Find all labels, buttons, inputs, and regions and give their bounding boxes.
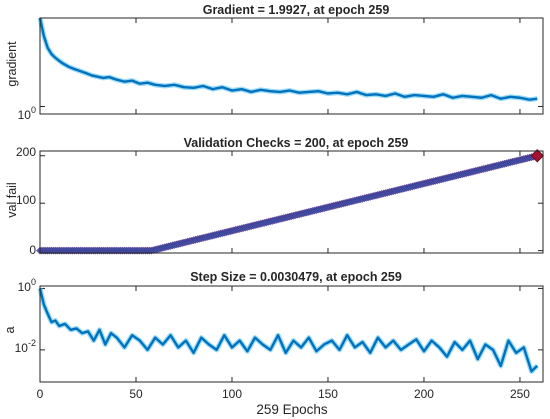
series-halo bbox=[37, 287, 539, 374]
gradient-title: Gradient = 1.9927, at epoch 259 bbox=[203, 3, 390, 17]
gradient-panel: Gradient = 1.9927, at epoch 259 gradient… bbox=[5, 3, 544, 122]
series-line bbox=[40, 154, 538, 252]
x-axis-label: 259 Epochs bbox=[256, 402, 328, 417]
validation-ylabel: val fail bbox=[5, 182, 19, 217]
xtick-label: 100 bbox=[222, 387, 242, 401]
validation-title: Validation Checks = 200, at epoch 259 bbox=[184, 136, 409, 150]
validation-ytick-100: 100 bbox=[16, 193, 36, 207]
gradient-ylabel: gradient bbox=[5, 41, 19, 87]
step-size-axes-box bbox=[39, 285, 544, 383]
series-halo bbox=[40, 153, 538, 254]
step-size-ytick-1: 100 bbox=[18, 277, 36, 294]
gradient-plot-area bbox=[37, 17, 543, 114]
series-line bbox=[38, 288, 539, 373]
xtick-label: 150 bbox=[318, 387, 338, 401]
validation-plot-area bbox=[36, 149, 544, 255]
step-size-panel: Step Size = 0.0030479, at epoch 259 a 10… bbox=[3, 270, 544, 417]
xtick-label: 200 bbox=[414, 387, 434, 401]
step-size-plot-area bbox=[37, 286, 543, 382]
step-size-ytick-001: 10-2 bbox=[15, 338, 36, 355]
step-size-ylabel: a bbox=[3, 326, 17, 333]
step-size-xtick-labels: 0 50 100 150 200 250 bbox=[37, 387, 531, 401]
xtick-label: 50 bbox=[129, 387, 143, 401]
step-size-title: Step Size = 0.0030479, at epoch 259 bbox=[190, 270, 402, 284]
validation-ytick-200: 200 bbox=[16, 145, 36, 159]
series-halo bbox=[37, 17, 538, 103]
xtick-label: 0 bbox=[37, 387, 44, 401]
validation-panel: Validation Checks = 200, at epoch 259 va… bbox=[5, 136, 544, 257]
validation-axes-box bbox=[39, 150, 544, 254]
final-validation-marker bbox=[530, 149, 544, 163]
xtick-label: 250 bbox=[510, 387, 530, 401]
gradient-ytick-label: 100 bbox=[18, 105, 36, 122]
series-line bbox=[38, 17, 538, 101]
validation-ytick-0: 0 bbox=[29, 243, 36, 257]
gradient-axes-box bbox=[39, 17, 544, 115]
